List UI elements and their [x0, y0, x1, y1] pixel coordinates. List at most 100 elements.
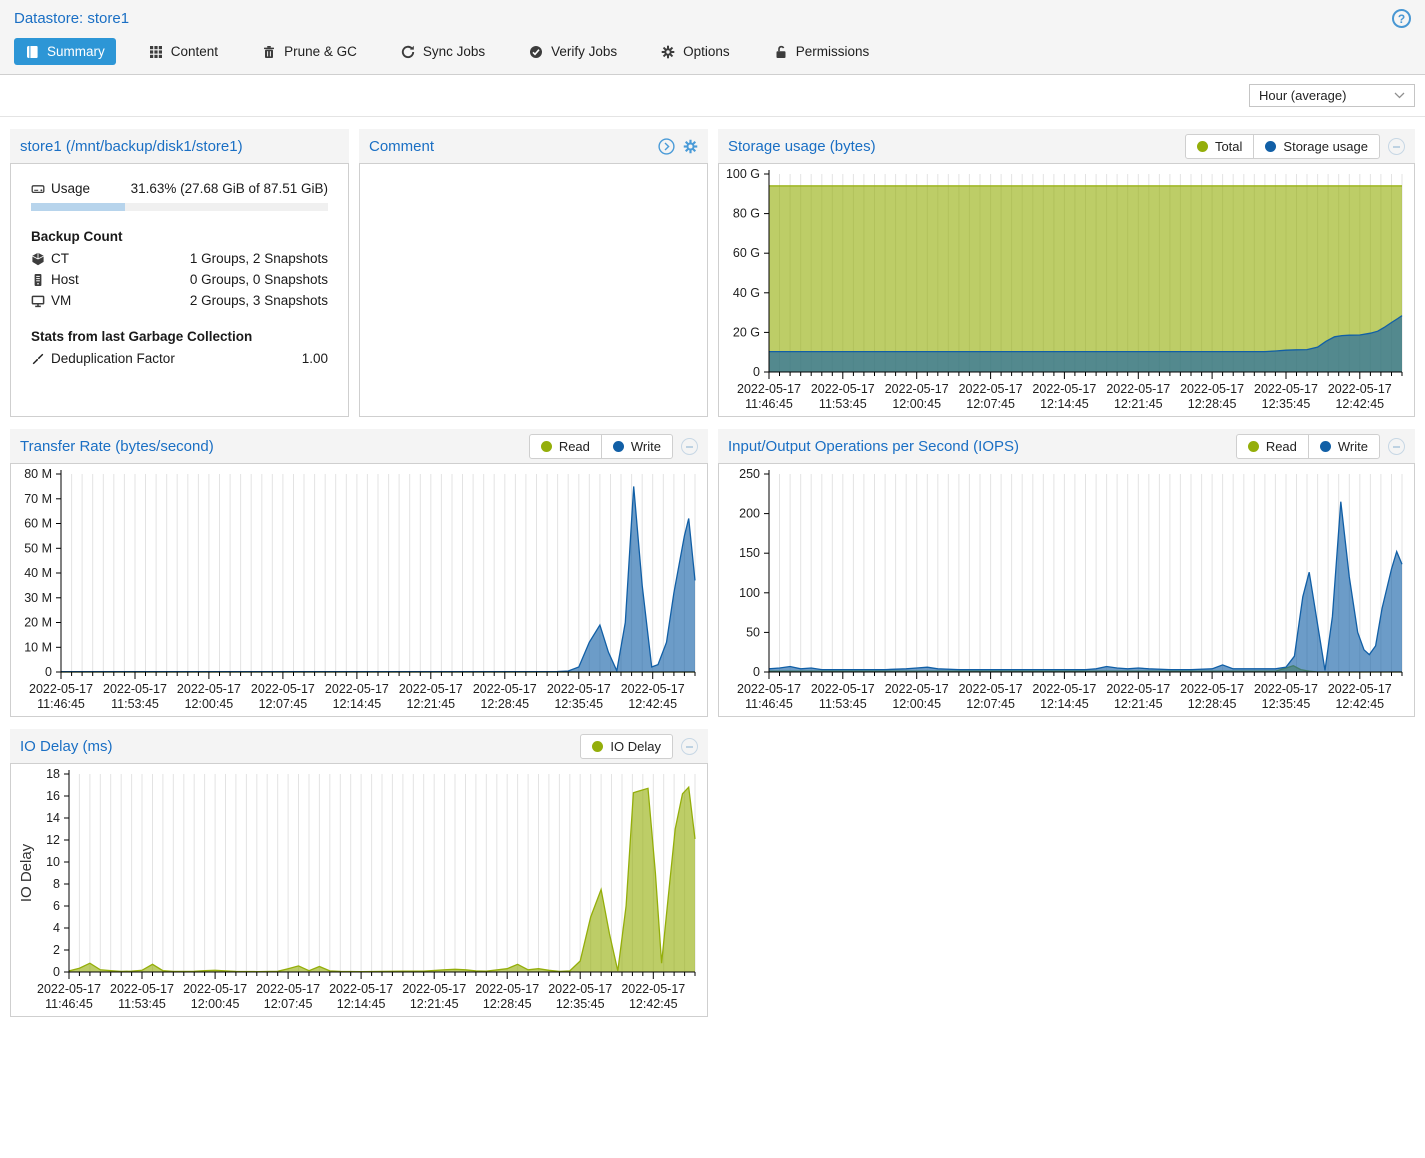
svg-text:2022-05-17: 2022-05-17 — [473, 682, 537, 696]
legend-write[interactable]: Write — [600, 433, 673, 459]
svg-text:11:46:45: 11:46:45 — [37, 697, 85, 711]
legend-dot — [592, 740, 604, 752]
storage-usage-chart: 0 20 G 40 G 60 G 80 G 100 G 2022-05-17 11:46:45… — [719, 164, 1414, 416]
expand-icon[interactable] — [658, 137, 675, 155]
svg-text:2022-05-17: 2022-05-17 — [1254, 682, 1318, 696]
legend-write[interactable]: Write — [1307, 433, 1380, 459]
host-row: Host 0 Groups, 0 Snapshots — [31, 269, 328, 290]
svg-text:2022-05-17: 2022-05-17 — [959, 382, 1023, 396]
tab-sync-jobs[interactable]: Sync Jobs — [390, 38, 496, 65]
svg-text:40 M: 40 M — [24, 566, 52, 580]
tab-verify-jobs[interactable]: Verify Jobs — [518, 38, 628, 65]
svg-text:12:21:45: 12:21:45 — [1114, 397, 1163, 411]
toolbar: Hour (average) — [0, 75, 1425, 117]
desktop-icon — [31, 294, 51, 308]
timeframe-value: Hour (average) — [1259, 88, 1347, 103]
svg-text:2022-05-17: 2022-05-17 — [1106, 682, 1170, 696]
io-delay-legend: IO Delay — [580, 733, 673, 759]
svg-text:12:14:45: 12:14:45 — [337, 997, 386, 1011]
tab-label: Summary — [47, 44, 105, 59]
svg-text:20 G: 20 G — [733, 325, 760, 339]
book-icon — [25, 45, 39, 59]
svg-text:50 M: 50 M — [24, 541, 52, 555]
legend-read[interactable]: Read — [528, 433, 602, 459]
svg-text:12:42:45: 12:42:45 — [629, 997, 678, 1011]
sync-icon — [401, 45, 415, 59]
svg-text:12:07:45: 12:07:45 — [966, 397, 1015, 411]
content: store1 (/mnt/backup/disk1/store1) Usage … — [0, 117, 1425, 1029]
svg-text:11:46:45: 11:46:45 — [45, 997, 93, 1011]
svg-text:12:14:45: 12:14:45 — [1040, 397, 1089, 411]
svg-text:12:14:45: 12:14:45 — [1040, 697, 1089, 711]
tab-prune-gc[interactable]: Prune & GC — [251, 38, 368, 65]
legend-read[interactable]: Read — [1235, 433, 1309, 459]
storage-usage-title: Storage usage (bytes) — [728, 137, 876, 155]
svg-text:2022-05-17: 2022-05-17 — [1328, 682, 1392, 696]
svg-text:11:46:45: 11:46:45 — [745, 697, 793, 711]
svg-text:12:14:45: 12:14:45 — [333, 697, 382, 711]
comment-body[interactable] — [359, 163, 708, 417]
compress-icon — [31, 352, 51, 366]
svg-text:60 G: 60 G — [733, 246, 760, 260]
collapse-icon[interactable] — [1388, 437, 1405, 455]
tab-permissions[interactable]: Permissions — [763, 38, 881, 65]
tab-label: Sync Jobs — [422, 44, 486, 59]
help-icon[interactable]: ? — [1392, 9, 1411, 28]
svg-text:70 M: 70 M — [24, 492, 52, 506]
svg-text:12:21:45: 12:21:45 — [410, 997, 459, 1011]
svg-text:12:21:45: 12:21:45 — [406, 697, 455, 711]
datastore-summary-header: store1 (/mnt/backup/disk1/store1) — [10, 129, 349, 163]
datastore-summary-body: Usage 31.63% (27.68 GiB of 87.51 GiB) Ba… — [10, 163, 349, 417]
legend-storage-usage[interactable]: Storage usage — [1253, 133, 1380, 159]
tab-summary[interactable]: Summary — [14, 38, 116, 65]
gear-icon[interactable] — [683, 139, 698, 154]
svg-text:4: 4 — [53, 921, 60, 935]
dedup-row: Deduplication Factor 1.00 — [31, 348, 328, 369]
collapse-icon[interactable] — [681, 437, 698, 455]
legend-dot — [1319, 440, 1331, 452]
svg-text:2022-05-17: 2022-05-17 — [811, 682, 875, 696]
collapse-icon[interactable] — [681, 737, 698, 755]
legend-dot — [612, 440, 624, 452]
svg-text:2022-05-17: 2022-05-17 — [548, 982, 612, 996]
svg-text:12:00:45: 12:00:45 — [185, 697, 234, 711]
svg-text:2022-05-17: 2022-05-17 — [737, 682, 801, 696]
svg-text:2022-05-17: 2022-05-17 — [1032, 382, 1096, 396]
legend-io-delay[interactable]: IO Delay — [580, 733, 673, 759]
legend-total[interactable]: Total — [1184, 133, 1255, 159]
dedup-value: 1.00 — [301, 351, 328, 366]
svg-text:200: 200 — [739, 507, 760, 521]
svg-text:2022-05-17: 2022-05-17 — [1328, 382, 1392, 396]
timeframe-select[interactable]: Hour (average) — [1249, 84, 1415, 107]
svg-text:12:35:45: 12:35:45 — [556, 997, 605, 1011]
storage-usage-header: Storage usage (bytes) Total Storage usag… — [718, 129, 1415, 163]
svg-text:2022-05-17: 2022-05-17 — [177, 682, 241, 696]
hdd-icon — [31, 182, 51, 196]
svg-text:12:42:45: 12:42:45 — [628, 697, 677, 711]
check-circle-icon — [529, 45, 543, 59]
svg-text:0: 0 — [53, 965, 60, 979]
svg-text:12:35:45: 12:35:45 — [1262, 397, 1311, 411]
storage-usage-panel: Storage usage (bytes) Total Storage usag… — [718, 129, 1415, 417]
svg-text:12:07:45: 12:07:45 — [966, 697, 1015, 711]
transfer-rate-chart: 0 10 M 20 M 30 M 40 M 50 M 60 M 70 M 80 M 2022-05… — [11, 464, 707, 716]
svg-text:6: 6 — [53, 899, 60, 913]
svg-text:2022-05-17: 2022-05-17 — [1180, 682, 1244, 696]
tab-content[interactable]: Content — [138, 38, 229, 65]
svg-text:12:28:45: 12:28:45 — [480, 697, 529, 711]
usage-progressbar — [31, 203, 328, 211]
svg-text:2022-05-17: 2022-05-17 — [37, 982, 101, 996]
svg-text:12:35:45: 12:35:45 — [1262, 697, 1311, 711]
legend-dot — [540, 440, 552, 452]
collapse-icon[interactable] — [1388, 137, 1405, 155]
svg-text:2022-05-17: 2022-05-17 — [737, 382, 801, 396]
svg-text:100: 100 — [739, 586, 760, 600]
tab-options[interactable]: Options — [650, 38, 741, 65]
trash-icon — [262, 45, 276, 59]
svg-text:12: 12 — [46, 833, 60, 847]
server-icon — [31, 273, 51, 287]
usage-progressbar-fill — [31, 203, 125, 211]
svg-text:150: 150 — [739, 546, 760, 560]
svg-text:11:46:45: 11:46:45 — [745, 397, 793, 411]
svg-text:2022-05-17: 2022-05-17 — [885, 382, 949, 396]
